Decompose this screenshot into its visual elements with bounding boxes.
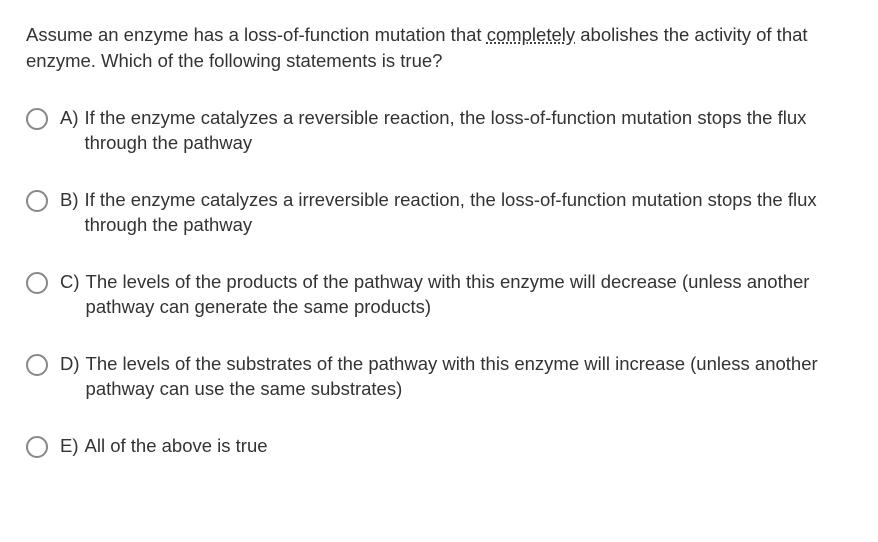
option-letter: C) [60, 270, 80, 295]
radio-icon [26, 108, 48, 130]
option-content: A) If the enzyme catalyzes a reversible … [60, 106, 852, 156]
option-text: All of the above is true [85, 434, 268, 459]
option-text: The levels of the products of the pathwa… [86, 270, 852, 320]
radio-icon [26, 272, 48, 294]
option-letter: D) [60, 352, 80, 377]
option-c[interactable]: C) The levels of the products of the pat… [26, 270, 852, 320]
option-d[interactable]: D) The levels of the substrates of the p… [26, 352, 852, 402]
question-underlined-word: completely [487, 24, 575, 45]
options-list: A) If the enzyme catalyzes a reversible … [26, 106, 852, 459]
question-text-before: Assume an enzyme has a loss-of-function … [26, 24, 487, 45]
option-content: B) If the enzyme catalyzes a irreversibl… [60, 188, 852, 238]
option-text: The levels of the substrates of the path… [86, 352, 852, 402]
option-text: If the enzyme catalyzes a reversible rea… [85, 106, 853, 156]
option-content: D) The levels of the substrates of the p… [60, 352, 852, 402]
option-e[interactable]: E) All of the above is true [26, 434, 852, 459]
option-text: If the enzyme catalyzes a irreversible r… [85, 188, 853, 238]
option-content: E) All of the above is true [60, 434, 268, 459]
option-letter: E) [60, 434, 79, 459]
radio-icon [26, 354, 48, 376]
option-letter: A) [60, 106, 79, 131]
option-letter: B) [60, 188, 79, 213]
radio-icon [26, 190, 48, 212]
option-a[interactable]: A) If the enzyme catalyzes a reversible … [26, 106, 852, 156]
radio-icon [26, 436, 48, 458]
option-content: C) The levels of the products of the pat… [60, 270, 852, 320]
option-b[interactable]: B) If the enzyme catalyzes a irreversibl… [26, 188, 852, 238]
question-prompt: Assume an enzyme has a loss-of-function … [26, 22, 852, 74]
